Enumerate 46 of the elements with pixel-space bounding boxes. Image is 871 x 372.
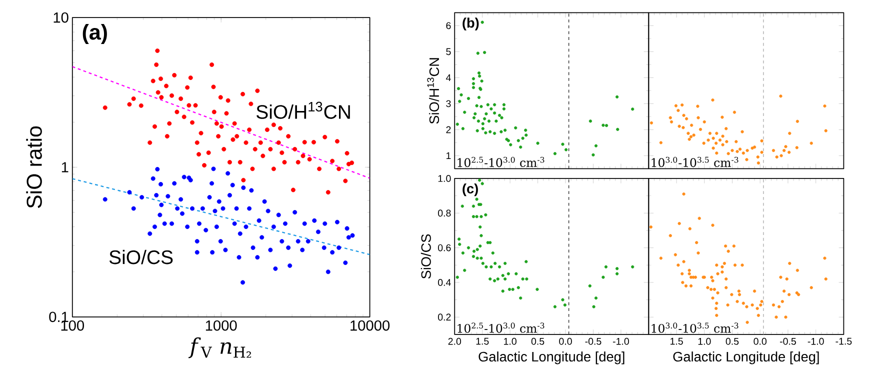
y-tick-label: 1 (62, 162, 68, 172)
x-tick-label: 2.0 (448, 338, 462, 345)
x-axis-title: f$_{V}$ n$_{H₂}$ (188, 337, 252, 358)
x-tick-label: 1.0 (504, 338, 516, 345)
y-axis-title: SiO ratio (26, 126, 42, 208)
x-tick-label: 10000 (350, 320, 390, 330)
x-tick-label: 1000 (206, 320, 237, 330)
series-label: SiO/CS (109, 250, 173, 264)
y-tick-label: 2 (446, 126, 451, 133)
y-tick-label: 6 (446, 22, 451, 29)
y-tick-label: 5 (446, 48, 451, 55)
y-tick-label: 3 (446, 100, 451, 107)
x-tick-label: -1.0 (808, 338, 824, 345)
x-tick-label: -0.5 (585, 338, 602, 345)
annotation: 10$^{3.0}$-10$^{3.5}$ cm$^{-3}$ (652, 156, 738, 167)
y-axis-title: SiO/H$^{13}$CN (427, 58, 440, 124)
x-tick-label: 0.5 (726, 338, 739, 345)
x-tick-label: -0.5 (780, 338, 796, 345)
x-tick-label: 0.0 (559, 338, 572, 345)
x-tick-label: -1.0 (612, 338, 629, 345)
x-tick-label: 1.0 (698, 338, 711, 345)
x-tick-label: 100 (61, 320, 84, 330)
annotation: 10$^{2.5}$-10$^{3.0}$ cm$^{-3}$ (458, 156, 544, 167)
chart-title: (b) (462, 17, 479, 30)
y-tick-label: 0.8 (438, 209, 451, 216)
annotation: 10$^{3.0}$-10$^{3.5}$ cm$^{-3}$ (652, 322, 738, 333)
y-tick-label: 1 (446, 152, 451, 159)
x-tick-label: 1.5 (670, 338, 683, 344)
x-tick-label: 0.0 (754, 338, 767, 345)
y-tick-label: 0.4 (438, 278, 451, 286)
y-axis-title: SiO/CS (420, 234, 431, 278)
y-tick-label: 0.6 (438, 244, 451, 251)
x-axis-title: Galactic Longitude [deg] (673, 351, 819, 364)
y-tick-label: 1.0 (438, 174, 451, 182)
x-axis-title: Galactic Longitude [deg] (478, 351, 624, 364)
annotation: 10$^{2.5}$-10$^{3.0}$ cm$^{-3}$ (458, 322, 544, 333)
chart-title: (a) (82, 24, 107, 44)
y-tick-label: 0.1 (49, 311, 68, 322)
x-tick-label: 1.5 (476, 338, 489, 344)
series-label: SiO/H$^{13}$CN (256, 102, 350, 119)
chart-title: (c) (462, 183, 478, 196)
x-tick-label: -1.5 (836, 338, 852, 344)
y-tick-label: 0.2 (438, 313, 451, 320)
x-tick-label: 0.5 (531, 338, 544, 345)
y-tick-label: 4 (446, 74, 451, 81)
y-tick-label: 10 (54, 12, 68, 22)
